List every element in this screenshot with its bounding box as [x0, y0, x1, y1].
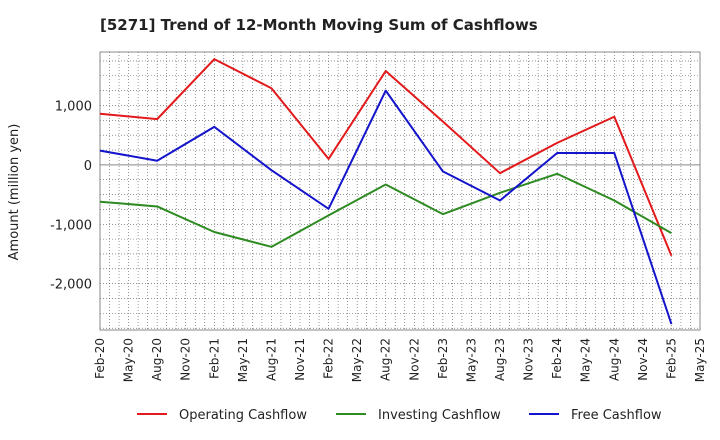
legend-label: Investing Cashflow	[378, 408, 501, 423]
x-axis-ticks: Feb-20 May-20 Aug-20 Nov-20 Feb-21 May-21 Aug-…	[93, 338, 707, 382]
x-tick-label: Aug-24	[607, 338, 621, 381]
x-tick-label: May-21	[236, 338, 250, 382]
y-tick-label: -1,000	[50, 218, 92, 233]
plot-frame	[99, 51, 701, 331]
x-tick-label: Feb-22	[322, 338, 336, 379]
x-tick-label: Feb-24	[550, 338, 564, 379]
x-tick-label: Nov-21	[293, 338, 307, 381]
series-line-investing-cashflow	[99, 172, 672, 248]
x-tick-label: Feb-25	[664, 338, 678, 379]
grid-lines	[99, 52, 701, 330]
series-line-free-cashflow	[99, 89, 673, 325]
y-tick-label: 1,000	[55, 99, 92, 114]
x-tick-label: Nov-23	[522, 338, 536, 381]
x-tick-label: Aug-23	[493, 338, 507, 381]
x-tick-label: Aug-20	[150, 338, 164, 381]
x-tick-label: May-25	[693, 338, 707, 382]
x-tick-label: Feb-20	[93, 338, 107, 379]
x-tick-label: May-24	[579, 338, 593, 382]
y-tick-label: 0	[84, 159, 92, 174]
y-axis-label: Amount (million yen)	[7, 124, 22, 261]
x-tick-label: Aug-22	[379, 338, 393, 381]
chart-title: [5271] Trend of 12-Month Moving Sum of C…	[100, 16, 538, 34]
legend-label: Free Cashflow	[571, 408, 662, 423]
legend: Operating Cashflow Investing Cashflow Free…	[137, 408, 662, 423]
series-layer	[99, 58, 673, 325]
x-tick-label: Nov-22	[407, 338, 421, 381]
x-tick-label: May-22	[350, 338, 364, 382]
legend-label: Operating Cashflow	[179, 408, 307, 423]
y-axis-ticks: 1,000 0 -1,000 -2,000	[50, 99, 92, 292]
x-tick-label: May-20	[122, 338, 136, 382]
x-tick-label: Nov-24	[636, 338, 650, 381]
x-tick-label: Feb-21	[207, 338, 221, 379]
x-tick-label: Nov-20	[179, 338, 193, 381]
x-tick-label: Aug-21	[264, 338, 278, 381]
x-tick-label: May-23	[464, 338, 478, 382]
y-tick-label: -2,000	[50, 278, 92, 293]
series-line-operating-cashflow	[99, 58, 673, 257]
x-tick-label: Feb-23	[436, 338, 450, 379]
